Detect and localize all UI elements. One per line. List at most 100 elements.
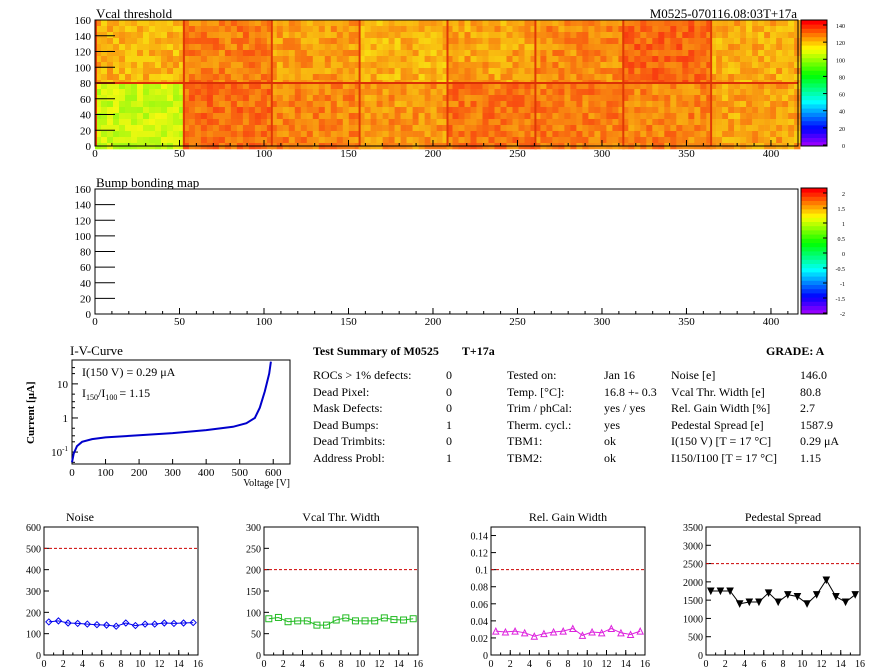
heatmap-pixel — [376, 95, 383, 102]
heatmap-pixel — [700, 83, 707, 90]
heatmap-pixel — [506, 83, 513, 90]
heatmap-pixel — [794, 50, 801, 57]
heatmap-pixel — [500, 44, 507, 51]
heatmap-pixel — [276, 107, 284, 114]
heatmap-pixel — [618, 20, 625, 27]
y-tick-label: 80 — [80, 247, 92, 259]
heatmap-pixel — [324, 131, 332, 138]
heatmap-pixel — [564, 26, 571, 33]
heatmap-pixel — [194, 131, 202, 138]
heatmap-pixel — [670, 20, 677, 27]
heatmap-pixel — [670, 83, 677, 90]
heatmap-pixel — [200, 38, 208, 45]
heatmap-pixel — [594, 62, 601, 69]
heatmap-pixel — [200, 107, 208, 114]
heatmap-pixel — [236, 74, 244, 81]
heatmap-pixel — [288, 89, 296, 96]
heatmap-pixel — [342, 68, 350, 75]
heatmap-pixel — [370, 50, 377, 57]
heatmap-pixel — [664, 131, 671, 138]
heatmap-pixel — [254, 131, 262, 138]
heatmap-pixel — [300, 68, 308, 75]
heatmap-pixel — [312, 68, 320, 75]
x-tick-label: 4 — [300, 659, 305, 670]
heatmap-pixel — [558, 56, 565, 63]
palette-label: 20 — [839, 127, 845, 133]
heatmap-pixel — [119, 131, 126, 138]
heatmap-pixel — [494, 38, 501, 45]
heatmap-pixel — [149, 89, 156, 96]
heatmap-pixel — [182, 83, 190, 90]
heatmap-pixel — [576, 38, 583, 45]
heatmap-pixel — [452, 32, 459, 39]
heatmap-pixel — [194, 44, 202, 51]
heatmap-pixel — [266, 125, 274, 132]
heatmap-pixel — [458, 101, 465, 108]
heatmap-pixel — [618, 44, 625, 51]
heatmap-pixel — [394, 38, 401, 45]
x-tick-label: 16 — [193, 659, 203, 670]
heatmap-pixel — [266, 107, 274, 114]
data-point — [131, 621, 140, 630]
heatmap-pixel — [570, 38, 577, 45]
palette-band — [801, 276, 827, 281]
heatmap-pixel — [358, 68, 365, 75]
heatmap-pixel — [534, 50, 541, 57]
data-point — [351, 617, 359, 625]
data-point — [832, 592, 840, 601]
heatmap-pixel — [540, 119, 547, 126]
heatmap-pixel — [512, 113, 519, 120]
heatmap-pixel — [318, 74, 326, 81]
data-point — [707, 587, 715, 596]
palette-band — [801, 91, 827, 96]
heatmap-pixel — [149, 137, 156, 144]
data-point — [294, 617, 302, 625]
heatmap-pixel — [330, 119, 338, 126]
heatmap-pixel — [236, 26, 244, 33]
condition-row: Therm. cycl.: yes — [507, 417, 620, 432]
heatmap-pixel — [260, 113, 268, 120]
heatmap-pixel — [149, 125, 156, 132]
heatmap-pixel — [734, 20, 741, 27]
heatmap-pixel — [167, 26, 174, 33]
heatmap-pixel — [606, 101, 613, 108]
heatmap-pixel — [173, 20, 180, 27]
heatmap-pixel — [524, 137, 531, 144]
palette-band — [801, 204, 827, 210]
heatmap-pixel — [794, 74, 801, 81]
heatmap-pixel — [143, 20, 150, 27]
heatmap-pixel — [530, 83, 537, 90]
heatmap-pixel — [388, 20, 395, 27]
palette-label: -0.5 — [836, 267, 846, 273]
heatmap-pixel — [640, 32, 647, 39]
heatmap-pixel — [161, 62, 168, 69]
heatmap-pixel — [242, 131, 250, 138]
heatmap-pixel — [276, 26, 284, 33]
heatmap-pixel — [518, 125, 525, 132]
heatmap-pixel — [167, 50, 174, 57]
heatmap-pixel — [318, 95, 326, 102]
heatmap-pixel — [348, 83, 356, 90]
heatmap-pixel — [248, 107, 256, 114]
data-point — [361, 617, 369, 625]
data-point — [851, 591, 859, 599]
heatmap-pixel — [540, 32, 547, 39]
heatmap-pixel — [260, 44, 268, 51]
heatmap-pixel — [442, 32, 449, 39]
heatmap-pixel — [452, 44, 459, 51]
x-tick-label: 10 — [582, 659, 592, 670]
heatmap-pixel — [500, 56, 507, 63]
heatmap-pixel — [794, 44, 801, 51]
heatmap-pixel — [342, 107, 350, 114]
heatmap-pixel — [612, 56, 619, 63]
data-point — [189, 618, 197, 627]
heatmap-pixel — [101, 74, 108, 81]
heatmap-pixel — [694, 107, 701, 114]
heatmap-pixel — [734, 38, 741, 45]
heatmap-pixel — [418, 50, 425, 57]
data-point — [636, 626, 644, 635]
heatmap-pixel — [206, 95, 214, 102]
heatmap-pixel — [534, 62, 541, 69]
heatmap-pixel — [612, 107, 619, 114]
heatmap-pixel — [664, 56, 671, 63]
